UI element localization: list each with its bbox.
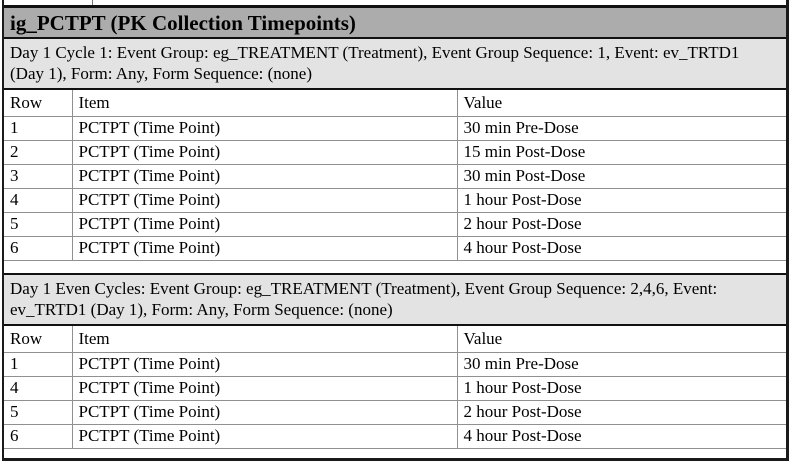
table-row: 6 PCTPT (Time Point) 4 hour Post-Dose — [4, 236, 786, 261]
row-number: 4 — [4, 376, 73, 401]
table-footer-gap — [4, 261, 786, 273]
row-value: 4 hour Post-Dose — [456, 424, 786, 449]
row-number: 6 — [4, 236, 73, 261]
row-value: 1 hour Post-Dose — [456, 188, 786, 213]
column-header-value: Value — [456, 326, 786, 353]
section-header-day1-cycle1: Day 1 Cycle 1: Event Group: eg_TREATMENT… — [4, 39, 786, 90]
row-number: 5 — [4, 400, 73, 425]
row-item: PCTPT (Time Point) — [71, 116, 458, 141]
row-item: PCTPT (Time Point) — [71, 188, 458, 213]
row-number: 2 — [4, 140, 73, 165]
previous-table-edge — [4, 0, 786, 5]
row-value: 15 min Post-Dose — [456, 140, 786, 165]
column-header-item: Item — [71, 326, 458, 353]
row-value: 2 hour Post-Dose — [456, 212, 786, 237]
row-item: PCTPT (Time Point) — [71, 376, 458, 401]
column-header-row: Row — [4, 326, 73, 353]
table-row: 4 PCTPT (Time Point) 1 hour Post-Dose — [4, 376, 786, 401]
item-group-title: ig_PCTPT (PK Collection Timepoints) — [4, 5, 786, 39]
row-value: 2 hour Post-Dose — [456, 400, 786, 425]
table-row: 4 PCTPT (Time Point) 1 hour Post-Dose — [4, 188, 786, 213]
item-group-spec-table: ig_PCTPT (PK Collection Timepoints) Day … — [2, 0, 789, 461]
section-day1-even-cycles: Day 1 Even Cycles: Event Group: eg_TREAT… — [4, 273, 786, 458]
timepoints-table-cycle1: Row Item Value 1 PCTPT (Time Point) 30 m… — [4, 90, 786, 261]
table-row: 5 PCTPT (Time Point) 2 hour Post-Dose — [4, 212, 786, 237]
table-row: 5 PCTPT (Time Point) 2 hour Post-Dose — [4, 400, 786, 425]
row-item: PCTPT (Time Point) — [71, 352, 458, 377]
row-number: 6 — [4, 424, 73, 449]
row-item: PCTPT (Time Point) — [71, 140, 458, 165]
row-item: PCTPT (Time Point) — [71, 212, 458, 237]
column-divider-remnant — [92, 0, 93, 5]
row-number: 1 — [4, 352, 73, 377]
row-item: PCTPT (Time Point) — [71, 164, 458, 189]
row-item: PCTPT (Time Point) — [71, 400, 458, 425]
row-number: 3 — [4, 164, 73, 189]
table-header-row: Row Item Value — [4, 90, 786, 117]
row-number: 4 — [4, 188, 73, 213]
row-value: 30 min Pre-Dose — [456, 352, 786, 377]
column-header-item: Item — [71, 90, 458, 117]
table-row: 2 PCTPT (Time Point) 15 min Post-Dose — [4, 140, 786, 165]
section-header-day1-even-cycles: Day 1 Even Cycles: Event Group: eg_TREAT… — [4, 273, 786, 326]
document-bottom-gap — [4, 449, 786, 458]
row-number: 1 — [4, 116, 73, 141]
timepoints-table-even-cycles: Row Item Value 1 PCTPT (Time Point) 30 m… — [4, 326, 786, 449]
row-value: 1 hour Post-Dose — [456, 376, 786, 401]
row-item: PCTPT (Time Point) — [71, 236, 458, 261]
row-value: 30 min Post-Dose — [456, 164, 786, 189]
column-header-value: Value — [456, 90, 786, 117]
table-header-row: Row Item Value — [4, 326, 786, 353]
row-value: 30 min Pre-Dose — [456, 116, 786, 141]
section-day1-cycle1: Day 1 Cycle 1: Event Group: eg_TREATMENT… — [4, 39, 786, 273]
table-row: 1 PCTPT (Time Point) 30 min Pre-Dose — [4, 352, 786, 377]
row-value: 4 hour Post-Dose — [456, 236, 786, 261]
table-row: 1 PCTPT (Time Point) 30 min Pre-Dose — [4, 116, 786, 141]
row-item: PCTPT (Time Point) — [71, 424, 458, 449]
row-number: 5 — [4, 212, 73, 237]
table-row: 3 PCTPT (Time Point) 30 min Post-Dose — [4, 164, 786, 189]
column-header-row: Row — [4, 90, 73, 117]
table-row: 6 PCTPT (Time Point) 4 hour Post-Dose — [4, 424, 786, 449]
